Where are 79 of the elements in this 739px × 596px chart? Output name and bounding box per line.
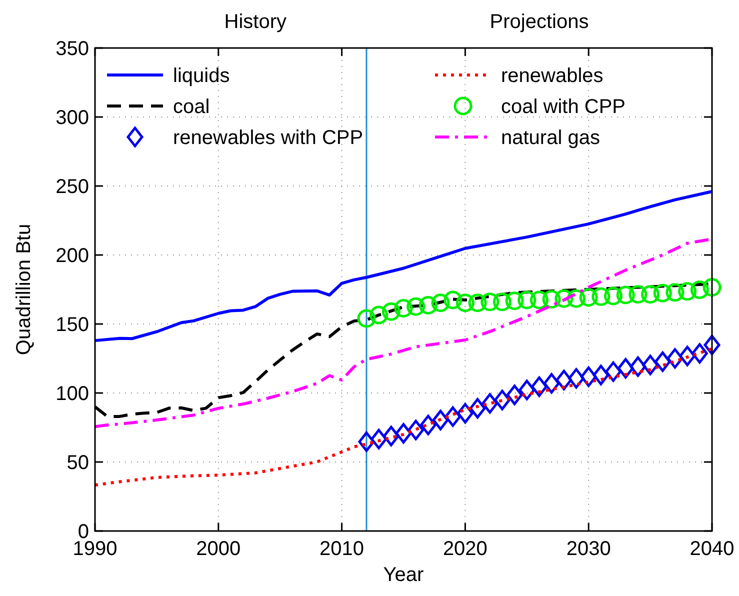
point [482,393,498,414]
point [592,364,610,386]
point [370,306,388,324]
legend-label: renewables with CPP [173,127,364,149]
point [382,426,400,446]
point [542,290,561,309]
x-tick-label: 2010 [320,538,364,560]
y-tick-label: 300 [56,107,89,129]
y-tick-label: 250 [56,176,89,198]
point [506,384,523,406]
point [530,376,548,397]
point [543,373,560,394]
point [469,398,486,419]
text: Projections [490,11,589,33]
point [431,294,450,312]
point [556,370,572,390]
point [690,280,709,300]
point [567,289,586,308]
point [554,289,574,308]
point [494,390,510,410]
point [579,288,598,307]
y-tick-label: 50 [66,452,89,474]
point [358,431,375,452]
point [691,343,708,364]
x-axis-title: Year [383,564,424,586]
point [370,428,388,450]
y-tick-label: 200 [56,245,89,267]
text: History [224,11,287,33]
point [444,290,462,310]
point [630,356,646,377]
point [704,334,720,356]
point [641,285,660,304]
point [666,348,684,369]
point [394,299,413,318]
x-tick-label: 2030 [566,538,611,560]
point [420,414,436,436]
point [654,351,671,372]
point [382,302,400,321]
y-axis-title: Quadrillion Btu [13,224,35,356]
point [604,286,623,306]
legend-label: renewables [501,65,604,87]
point [505,292,524,310]
point [492,292,512,312]
point [456,294,474,312]
point [616,286,635,304]
legend-label: liquids [173,65,230,87]
y-tick-label: 150 [56,314,89,336]
legend-label: coal with CPP [501,96,626,118]
point [468,294,487,312]
point [568,368,585,389]
point [395,423,412,444]
point [617,358,634,379]
x-tick-label: 1990 [72,538,118,560]
line-series [94,190,714,342]
point [406,297,426,316]
point [678,282,697,301]
point [592,287,610,306]
x-tick-label: 2040 [690,538,734,560]
legend-label: coal [173,96,210,118]
x-tick-label: 2020 [442,538,488,560]
point [444,406,462,427]
point [530,290,548,310]
point [679,346,696,366]
y-tick-label: 100 [56,383,89,405]
point [408,420,424,440]
legend-label: natural gas [501,127,600,149]
point [653,284,672,302]
point [518,290,536,310]
point [357,309,376,328]
point [628,285,648,304]
point [480,292,500,312]
point [642,354,659,376]
point [666,283,684,302]
x-tick-label: 2000 [196,538,241,560]
point [432,410,449,430]
y-tick-label: 350 [56,38,89,60]
point [702,278,722,297]
point [456,403,474,424]
point [418,296,438,314]
